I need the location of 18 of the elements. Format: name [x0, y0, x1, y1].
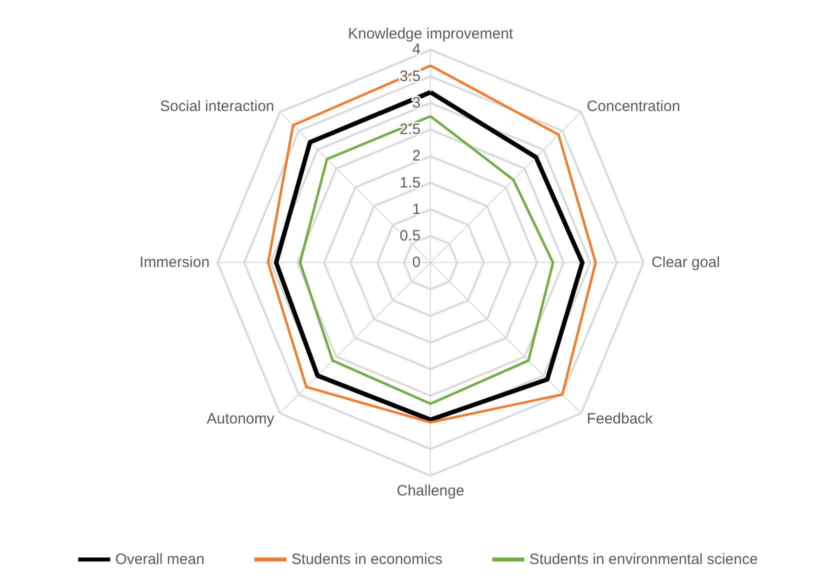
y-tick-label: 2 [412, 148, 421, 165]
spoke-label: Challenge [396, 482, 464, 500]
y-tick-label: 2.5 [400, 121, 421, 138]
y-tick-label: 1 [412, 200, 421, 218]
spoke-label: Knowledge improvement [348, 26, 514, 43]
y-tick-label: 0.5 [400, 228, 421, 245]
legend-label: Overall mean [115, 551, 204, 568]
legend-label: Students in environmental science [529, 551, 758, 568]
spoke-label: Autonomy [206, 410, 275, 428]
spoke-label: Clear goal [652, 254, 720, 272]
y-tick-label: 1.5 [400, 174, 421, 192]
spoke-label: Immersion [140, 254, 210, 272]
spoke-label: Concentration [586, 98, 680, 115]
y-tick-label: 0 [412, 254, 421, 272]
spoke-label: Social interaction [160, 98, 274, 115]
legend-label: Students in economics [291, 551, 442, 568]
y-tick-label: 4 [412, 41, 421, 58]
spoke-label: Feedback [586, 410, 654, 428]
